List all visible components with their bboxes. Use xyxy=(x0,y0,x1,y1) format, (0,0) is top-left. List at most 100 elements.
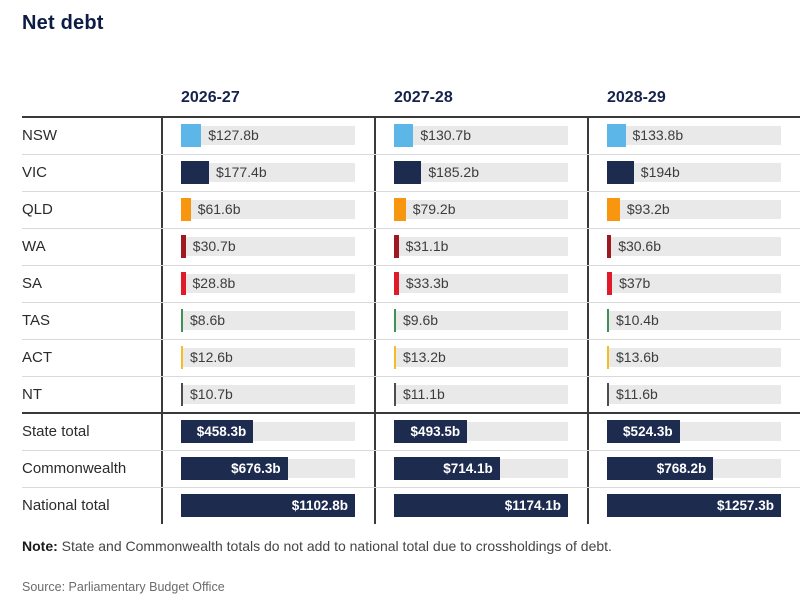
bar-track: $13.6b xyxy=(607,346,781,369)
row-label-commonwealth: Commonwealth xyxy=(22,460,127,477)
value-cell-qld-2028-29: $93.2b xyxy=(587,192,800,228)
bar-track: $524.3b xyxy=(607,420,781,443)
bar-track: $11.1b xyxy=(394,383,568,406)
value-cell-qld-2026-27: $61.6b xyxy=(161,192,374,228)
value-cell-commonwealth-2028-29: $768.2b xyxy=(587,451,800,487)
value-cell-nsw-2028-29: $133.8b xyxy=(587,118,800,154)
note-body: State and Commonwealth totals do not add… xyxy=(57,538,612,554)
bar-track: $30.7b xyxy=(181,235,355,258)
column-header-2028-29: 2028-29 xyxy=(607,89,666,106)
table-row-wa: WA $30.7b $31.1b $30.6b xyxy=(22,229,800,266)
total-bar-commonwealth: $714.1b xyxy=(394,457,500,480)
value-cell-act-2028-29: $13.6b xyxy=(587,340,800,376)
bar-tas xyxy=(181,309,183,332)
value-label-tas: $8.6b xyxy=(190,312,226,328)
total-bar-national-total: $1257.3b xyxy=(607,494,781,517)
bar-nt xyxy=(181,383,183,406)
bar-track: $13.2b xyxy=(394,346,568,369)
value-cell-wa-2027-28: $31.1b xyxy=(374,229,587,265)
value-cell-sa-2026-27: $28.8b xyxy=(161,266,374,302)
value-cell-act-2027-28: $13.2b xyxy=(374,340,587,376)
value-label-vic: $185.2b xyxy=(428,164,479,180)
value-cell-national-total-2028-29: $1257.3b xyxy=(587,488,800,524)
value-cell-commonwealth-2027-28: $714.1b xyxy=(374,451,587,487)
total-bar-national-total: $1102.8b xyxy=(181,494,355,517)
value-cell-state-total-2026-27: $458.3b xyxy=(161,414,374,450)
bar-tas xyxy=(607,309,609,332)
table-row-commonwealth: Commonwealth $676.3b $714.1b $768.2b xyxy=(22,451,800,488)
row-label-act: ACT xyxy=(22,349,52,366)
bar-act xyxy=(394,346,396,369)
value-cell-nsw-2027-28: $130.7b xyxy=(374,118,587,154)
bar-vic xyxy=(181,161,209,184)
row-label-nsw: NSW xyxy=(22,127,57,144)
value-label-wa: $30.7b xyxy=(192,238,236,254)
bar-track: $714.1b xyxy=(394,457,568,480)
note-text: Note: State and Commonwealth totals do n… xyxy=(22,538,612,554)
bar-nsw xyxy=(607,124,626,147)
bar-nt xyxy=(394,383,396,406)
net-debt-table: NSW $127.8b $130.7b $133.8b VIC $177.4b $185.2… xyxy=(22,116,800,524)
value-label-vic: $194b xyxy=(640,164,680,180)
row-label-sa: SA xyxy=(22,275,43,292)
bar-sa xyxy=(607,272,613,295)
value-cell-act-2026-27: $12.6b xyxy=(161,340,374,376)
table-row-qld: QLD $61.6b $79.2b $93.2b xyxy=(22,192,800,229)
bar-wa xyxy=(607,235,612,258)
row-label-wa: WA xyxy=(22,238,46,255)
value-cell-sa-2028-29: $37b xyxy=(587,266,800,302)
bar-track: $31.1b xyxy=(394,235,568,258)
bar-sa xyxy=(181,272,186,295)
table-row-act: ACT $12.6b $13.2b $13.6b xyxy=(22,340,800,377)
value-label-tas: $10.4b xyxy=(616,312,659,328)
bar-track: $8.6b xyxy=(181,309,355,332)
column-header-2026-27: 2026-27 xyxy=(181,89,240,106)
column-header-row: 2026-27 2027-28 2028-29 xyxy=(22,76,800,116)
bar-track: $10.7b xyxy=(181,383,355,406)
total-bar-commonwealth: $768.2b xyxy=(607,457,714,480)
value-label-sa: $37b xyxy=(619,275,651,291)
row-label-qld: QLD xyxy=(22,201,53,218)
bar-act xyxy=(607,346,609,369)
value-cell-wa-2028-29: $30.6b xyxy=(587,229,800,265)
value-cell-state-total-2028-29: $524.3b xyxy=(587,414,800,450)
value-label-qld: $93.2b xyxy=(626,201,670,217)
value-cell-tas-2028-29: $10.4b xyxy=(587,303,800,339)
bar-nsw xyxy=(181,124,202,147)
value-label-act: $13.2b xyxy=(403,349,446,365)
value-label-national-total: $1174.1b xyxy=(504,498,561,513)
bar-track: $28.8b xyxy=(181,272,355,295)
value-cell-wa-2026-27: $30.7b xyxy=(161,229,374,265)
row-label-vic: VIC xyxy=(22,164,48,181)
value-cell-commonwealth-2026-27: $676.3b xyxy=(161,451,374,487)
bar-track: $93.2b xyxy=(607,198,781,221)
bar-track: $10.4b xyxy=(607,309,781,332)
value-cell-nt-2027-28: $11.1b xyxy=(374,377,587,412)
bar-qld xyxy=(607,198,620,221)
value-label-commonwealth: $714.1b xyxy=(443,461,493,476)
table-row-nt: NT $10.7b $11.1b $11.6b xyxy=(22,377,800,414)
value-label-wa: $30.6b xyxy=(618,238,662,254)
value-cell-qld-2027-28: $79.2b xyxy=(374,192,587,228)
row-label-national-total: National total xyxy=(22,497,110,514)
value-label-qld: $61.6b xyxy=(197,201,241,217)
bar-track: $9.6b xyxy=(394,309,568,332)
value-label-nt: $11.1b xyxy=(403,386,445,402)
total-bar-state-total: $493.5b xyxy=(394,420,468,443)
value-cell-tas-2026-27: $8.6b xyxy=(161,303,374,339)
bar-qld xyxy=(181,198,191,221)
value-label-wa: $31.1b xyxy=(405,238,449,254)
value-cell-vic-2027-28: $185.2b xyxy=(374,155,587,191)
bar-wa xyxy=(181,235,186,258)
bar-act xyxy=(181,346,183,369)
value-cell-state-total-2027-28: $493.5b xyxy=(374,414,587,450)
bar-vic xyxy=(394,161,422,184)
bar-track: $37b xyxy=(607,272,781,295)
value-cell-vic-2028-29: $194b xyxy=(587,155,800,191)
value-label-nsw: $130.7b xyxy=(420,127,471,143)
value-label-nt: $11.6b xyxy=(616,386,658,402)
row-label-tas: TAS xyxy=(22,312,51,329)
bar-track: $127.8b xyxy=(181,124,355,147)
value-label-sa: $33.3b xyxy=(405,275,449,291)
table-row-nsw: NSW $127.8b $130.7b $133.8b xyxy=(22,118,800,155)
